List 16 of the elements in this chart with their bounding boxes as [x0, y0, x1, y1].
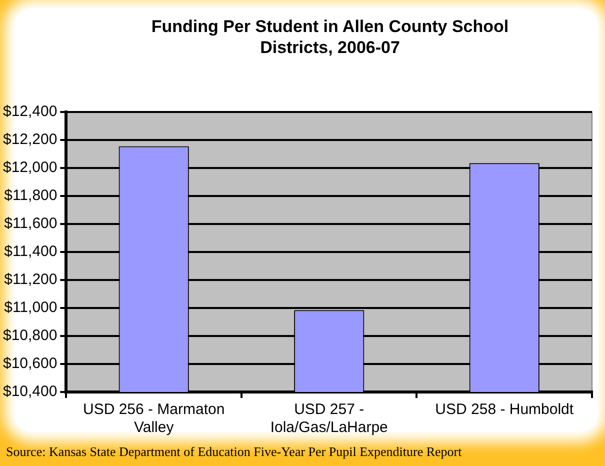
source-note: Source: Kansas State Department of Education Five-Year Per Pupil Expenditure Report	[6, 444, 463, 460]
y-tick-label: $10,800	[2, 327, 58, 344]
chart-title: Funding Per Student in Allen County School Districts, 2006-07	[150, 16, 510, 58]
y-tick-label: $11,600	[4, 215, 58, 232]
y-tick-label: $12,200	[2, 131, 58, 148]
y-tick-label: $10,400	[2, 383, 58, 400]
x-tick-label: USD 257 - Iola/Gas/LaHarpe	[270, 401, 388, 436]
y-tick-label: $12,400	[2, 103, 58, 120]
y-tick-label: $11,000	[4, 299, 58, 316]
y-tick-label: $10,600	[2, 355, 58, 372]
x-tick-label: USD 258 - Humboldt	[435, 401, 574, 418]
y-tick-label: $11,400	[4, 243, 58, 260]
x-tick-label: USD 256 - Marmaton Valley	[82, 401, 225, 436]
y-tick-label: $11,200	[4, 271, 58, 288]
y-tick-label: $12,000	[2, 159, 58, 176]
y-tick-label: $11,800	[4, 187, 58, 204]
